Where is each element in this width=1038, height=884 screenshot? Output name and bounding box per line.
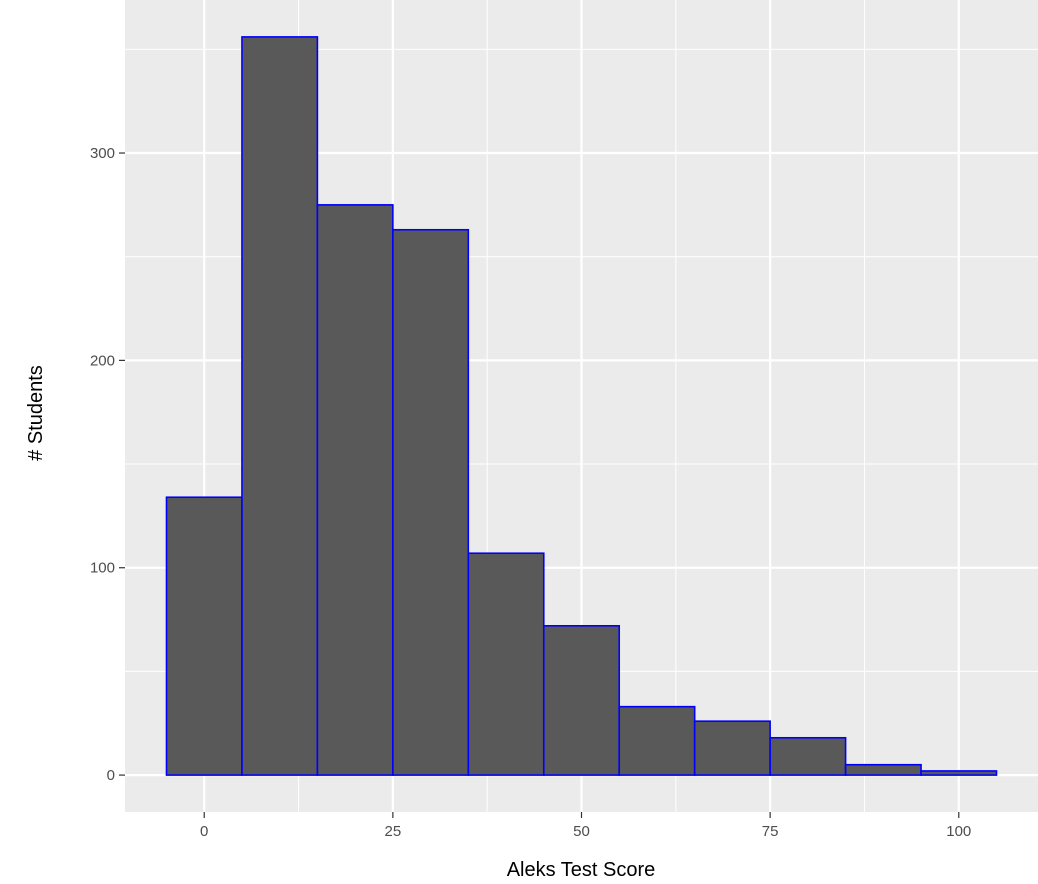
x-tick-label: 100 bbox=[946, 823, 971, 840]
y-tick-label: 0 bbox=[107, 767, 115, 784]
x-tick-label: 50 bbox=[573, 823, 590, 840]
histogram-bars bbox=[165, 36, 998, 776]
histogram-bar bbox=[165, 496, 243, 776]
histogram-bar bbox=[769, 736, 847, 776]
histogram-bar bbox=[693, 720, 771, 776]
y-axis-ticks: 0 100 200 300 bbox=[90, 145, 125, 784]
histogram-bar bbox=[844, 763, 922, 776]
x-tick-label: 75 bbox=[762, 823, 779, 840]
histogram-bar bbox=[467, 552, 545, 776]
histogram-bar bbox=[920, 770, 998, 776]
x-tick-label: 25 bbox=[385, 823, 402, 840]
y-tick-label: 200 bbox=[90, 352, 115, 369]
x-axis-title: Aleks Test Score bbox=[507, 859, 656, 881]
histogram-bar bbox=[316, 204, 394, 776]
histogram-bar bbox=[542, 624, 621, 776]
x-axis-ticks: 0 25 50 75 100 bbox=[200, 812, 971, 840]
histogram-bar bbox=[618, 705, 696, 776]
y-tick-label: 300 bbox=[90, 145, 115, 162]
histogram-bar bbox=[241, 36, 319, 776]
y-tick-label: 100 bbox=[90, 560, 115, 577]
y-axis-title: # Students bbox=[25, 365, 47, 461]
histogram-bar bbox=[392, 228, 470, 776]
x-tick-label: 0 bbox=[200, 823, 208, 840]
